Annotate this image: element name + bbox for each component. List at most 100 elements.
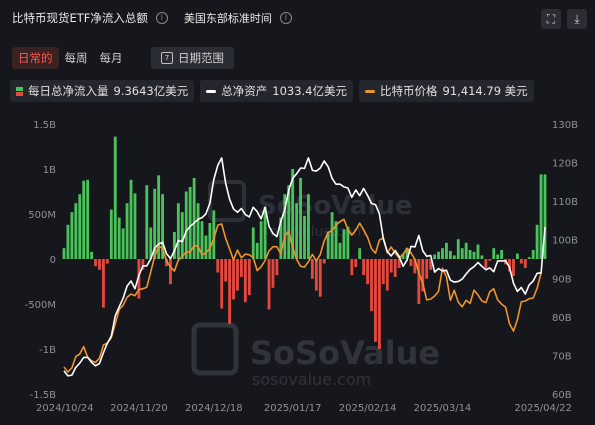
inflow-bar xyxy=(385,259,389,291)
inflow-bar xyxy=(374,259,377,342)
inflow-bar xyxy=(437,251,440,259)
inflow-bar xyxy=(279,217,283,259)
inflow-bar xyxy=(322,259,326,264)
inflow-bar xyxy=(480,255,484,259)
x-tick-label: 2025/03/14 xyxy=(414,403,472,414)
legend-assets-value: 1033.4亿美元 xyxy=(272,84,347,98)
x-tick-label: 2024/12/18 xyxy=(185,403,243,414)
tab-daily[interactable]: 日常的 xyxy=(12,47,59,69)
inflow-bar xyxy=(70,212,74,259)
inflow-bar xyxy=(531,250,535,259)
inflow-bar xyxy=(358,248,362,259)
info-icon[interactable]: i xyxy=(279,12,292,24)
right-tick-label: 70B xyxy=(552,351,572,362)
inflow-bar xyxy=(216,259,220,273)
inflow-bar xyxy=(314,259,318,291)
inflow-bar xyxy=(417,259,421,304)
inflow-bar xyxy=(137,259,141,299)
inflow-bar xyxy=(299,178,302,259)
right-tick-label: 110B xyxy=(552,197,578,208)
inflow-bar xyxy=(157,175,161,259)
x-axis: 2024/10/24 2024/11/20 2024/12/18 2025/01/17… xyxy=(36,403,572,414)
legend-price[interactable]: 比特币价格 91,414.79 美元 xyxy=(359,80,534,102)
calendar-icon: 7 xyxy=(161,52,173,64)
inflow-bar xyxy=(310,259,314,279)
period-tabs: 日常的 每周 每月 xyxy=(12,47,129,69)
inflow-bar xyxy=(342,229,346,259)
right-tick-label: 80B xyxy=(552,313,572,324)
inflow-bar xyxy=(464,242,468,259)
inflow-bar xyxy=(133,193,137,259)
inflow-bar xyxy=(488,259,492,261)
inflow-bar xyxy=(145,185,149,259)
legend-assets[interactable]: 总净资产 1033.4亿美元 xyxy=(200,80,353,102)
inflow-bar xyxy=(508,259,511,272)
legend: 每日总净流入量 9.3643亿美元 总净资产 1033.4亿美元 比特币价格 9… xyxy=(10,80,534,102)
total-assets-line xyxy=(63,157,546,377)
inflow-bar xyxy=(512,259,515,277)
toolbar: ⛶ ⤓ xyxy=(541,9,587,29)
inflow-bar xyxy=(448,250,452,259)
download-icon[interactable]: ⤓ xyxy=(567,9,587,29)
right-tick-label: 120B xyxy=(552,159,578,170)
legend-price-label: 比特币价格 xyxy=(380,84,438,98)
inflow-bar xyxy=(543,174,547,259)
inflow-bar xyxy=(236,259,239,291)
watermark-brand: SoSoValue xyxy=(258,191,412,221)
inflow-bar xyxy=(224,259,228,282)
fullscreen-icon[interactable]: ⛶ xyxy=(541,9,561,29)
inflow-bar xyxy=(350,259,354,276)
inflow-bar xyxy=(401,253,405,259)
timezone-label: 美国东部标准时间 xyxy=(183,12,272,25)
date-range-label: 日期范围 xyxy=(178,51,224,65)
inflow-bar xyxy=(220,259,224,309)
inflow-bar xyxy=(354,259,358,268)
x-tick-label: 2025/04/22 xyxy=(514,403,572,414)
inflow-bar xyxy=(519,259,523,264)
inflow-bar xyxy=(90,251,94,259)
inflow-bar xyxy=(492,248,496,259)
inflow-swatch xyxy=(16,86,23,96)
inflow-bar xyxy=(413,259,417,274)
left-tick-label: 0 xyxy=(50,255,56,266)
tab-weekly[interactable]: 每周 xyxy=(64,51,88,65)
left-tick-label: 500M xyxy=(28,210,56,221)
inflow-bar xyxy=(263,206,267,259)
inflow-bar xyxy=(125,203,129,259)
inflow-bar xyxy=(78,194,82,259)
inflow-bar xyxy=(445,242,448,259)
inflow-bar xyxy=(366,259,369,285)
watermark-brand: SoSoValue xyxy=(250,334,440,372)
inflow-bar xyxy=(271,259,275,288)
inflow-bar xyxy=(500,250,504,259)
inflow-bar xyxy=(200,221,204,259)
inflow-bar xyxy=(208,223,212,259)
legend-inflow[interactable]: 每日总净流入量 9.3643亿美元 xyxy=(10,80,195,102)
inflow-bar xyxy=(405,248,409,259)
info-icon[interactable]: i xyxy=(155,12,168,24)
inflow-bar xyxy=(141,259,145,270)
inflow-bar xyxy=(117,217,121,259)
date-range-button[interactable]: 7 日期范围 xyxy=(151,47,234,69)
inflow-bar xyxy=(287,185,291,259)
right-tick-label: 130B xyxy=(552,120,578,131)
inflow-bar xyxy=(472,251,476,259)
inflow-bar xyxy=(169,259,172,285)
x-tick-label: 2025/02/14 xyxy=(339,403,397,414)
inflow-bar xyxy=(452,255,456,259)
inflow-bar xyxy=(232,259,235,300)
inflow-bar xyxy=(153,188,157,259)
inflow-bar xyxy=(109,209,113,259)
chart-header: 比特币现货ETF净流入总额 i 美国东部标准时间 i xyxy=(12,7,292,29)
inflow-bar xyxy=(165,259,168,267)
inflow-bar xyxy=(303,215,306,259)
inflow-bar xyxy=(330,212,334,259)
inflow-bar xyxy=(86,179,90,259)
inflow-bar xyxy=(346,226,350,259)
tab-monthly[interactable]: 每月 xyxy=(99,51,123,65)
inflow-bar xyxy=(377,259,381,349)
left-tick-label: 1.5B xyxy=(33,120,56,131)
inflow-bar xyxy=(204,235,208,259)
right-tick-label: 90B xyxy=(552,274,572,285)
